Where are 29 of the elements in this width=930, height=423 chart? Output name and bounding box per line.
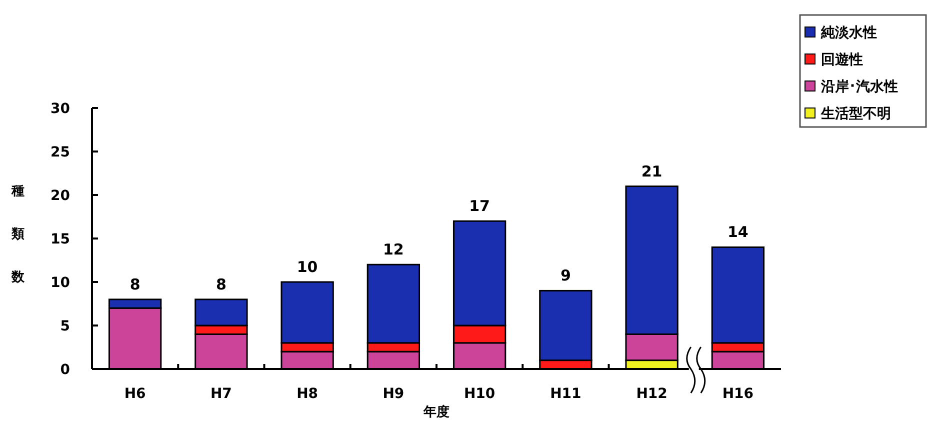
text: 種類数 bbox=[12, 184, 24, 285]
total-label: 9 bbox=[560, 266, 571, 285]
x-tick-label: H10 bbox=[464, 386, 496, 402]
y-tick-label: 20 bbox=[50, 188, 70, 204]
x-tick-label: H12 bbox=[636, 386, 668, 402]
x-tick-label: H11 bbox=[550, 386, 582, 402]
x-tick-label: H7 bbox=[210, 386, 232, 402]
total-label: 8 bbox=[216, 275, 226, 294]
x-axis-title: 年度 bbox=[422, 404, 450, 420]
total-label: 8 bbox=[130, 275, 140, 294]
y-tick-label: 0 bbox=[60, 362, 70, 378]
total-label: 14 bbox=[728, 223, 748, 242]
y-tick-label: 5 bbox=[60, 318, 70, 334]
x-tick-label: H16 bbox=[722, 386, 754, 402]
legend-label: 純淡水性 bbox=[820, 24, 877, 41]
x-tick-label: H8 bbox=[296, 386, 318, 402]
total-label: 17 bbox=[469, 197, 490, 216]
y-tick-label: 15 bbox=[50, 231, 70, 248]
y-tick-label: 10 bbox=[50, 274, 70, 291]
total-label: 10 bbox=[296, 258, 318, 276]
y-tick-label: 25 bbox=[50, 144, 70, 160]
legend-label: 沿岸･汽水性 bbox=[820, 78, 898, 95]
x-tick-label: H9 bbox=[382, 386, 404, 402]
total-label: 21 bbox=[641, 162, 662, 180]
total-label: 12 bbox=[383, 240, 404, 259]
legend-label: 生活型不明 bbox=[820, 106, 891, 122]
x-tick-label: H6 bbox=[124, 386, 146, 402]
y-tick-label: 30 bbox=[50, 100, 70, 117]
legend-label: 回遊性 bbox=[821, 52, 863, 68]
